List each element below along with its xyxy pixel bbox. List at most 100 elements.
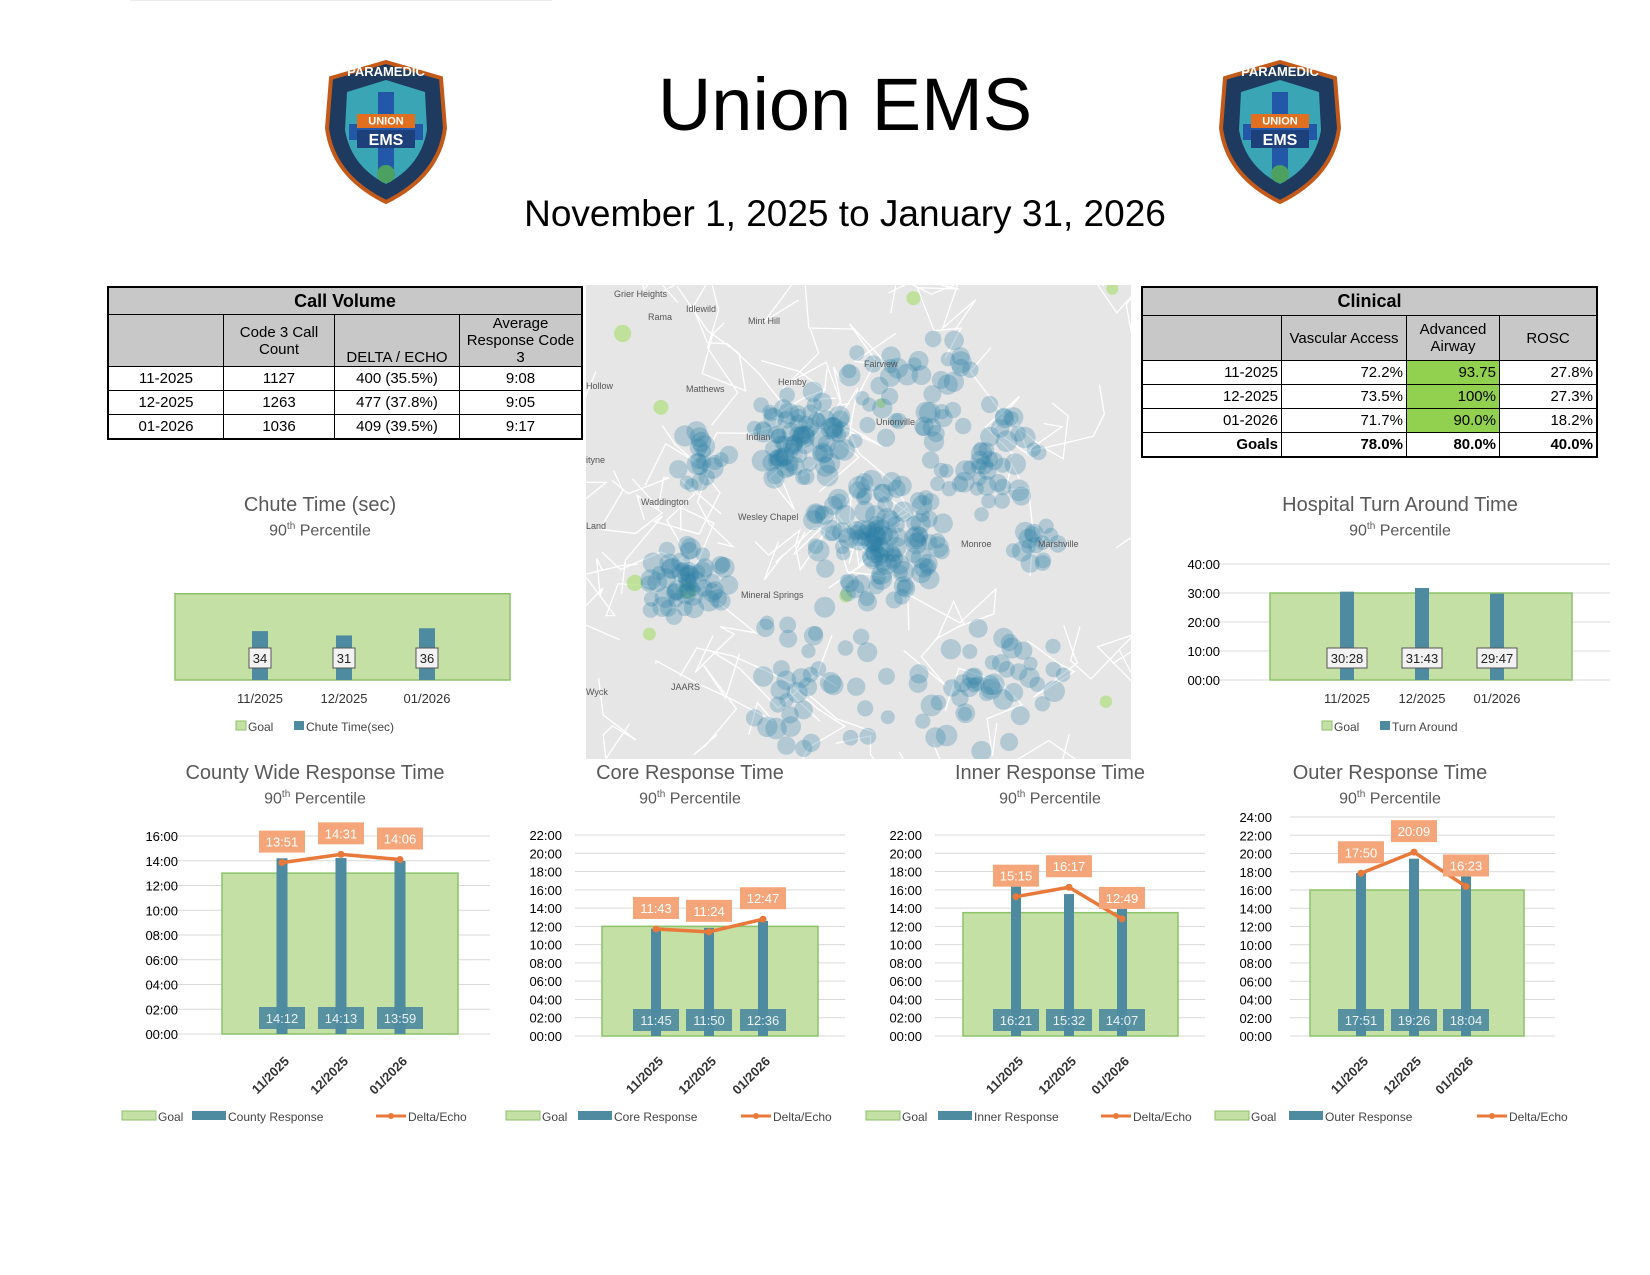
table-cell: 78.0% [1281, 432, 1407, 458]
map-call-dot [794, 700, 813, 720]
map-call-dot [769, 696, 786, 713]
y-tick-label: 20:00 [889, 846, 922, 861]
map-call-dot [763, 407, 784, 429]
map-call-dot [839, 574, 854, 589]
column-header [1141, 315, 1282, 361]
map-call-dot [759, 615, 775, 630]
map-call-dot [1023, 656, 1038, 671]
y-tick-label: 06:00 [889, 974, 922, 989]
legend-swatch [865, 1110, 901, 1121]
y-tick-label: 10:00 [1187, 644, 1220, 659]
page-subtitle: November 1, 2025 to January 31, 2026 [524, 193, 1166, 234]
call-density-map: Grier Heights Rama Idlewild Mint Hill Fairvi… [586, 285, 1131, 759]
map-call-dot [935, 724, 958, 747]
map-call-dot [921, 451, 940, 469]
map-call-dot [888, 413, 904, 428]
x-category-label: 11/2025 [1328, 1054, 1371, 1097]
data-label: 17:51 [1345, 1013, 1378, 1028]
map-call-dot [847, 677, 866, 696]
map-call-dot [803, 510, 823, 531]
map-call-dot [941, 481, 957, 497]
y-tick-label: 04:00 [1239, 993, 1272, 1008]
map-call-dot [981, 493, 996, 509]
y-tick-label: 16:00 [889, 883, 922, 898]
map-call-dot [849, 481, 867, 500]
map-call-dot [815, 444, 834, 463]
data-bar [651, 928, 661, 1036]
map-place-label: ityne [586, 455, 605, 465]
map-call-dot [762, 404, 778, 420]
legend-swatch [505, 1110, 541, 1121]
chart-3: 00:00 02:00 04:00 06:00 08:00 10:00 12:00 14:00… [121, 822, 490, 1124]
map-call-dot [855, 391, 870, 406]
map-call-dot [1049, 535, 1067, 553]
map-road [598, 470, 664, 535]
chart-1: 020406080 34 31 36 11/2025 12/2025 01/2026 Goal… [105, 0, 552, 734]
map-call-dot [890, 412, 907, 430]
map-call-dot [807, 504, 826, 523]
map-call-dot [998, 661, 1015, 678]
y-tick-label: 18:00 [1239, 865, 1272, 880]
map-call-dot [807, 538, 824, 554]
y-tick-label: 06:00 [145, 953, 178, 968]
line-label: 13:51 [266, 835, 299, 850]
data-bar [1409, 858, 1419, 1036]
map-call-dot [765, 717, 787, 740]
map-call-dot [866, 522, 881, 537]
map-road [832, 387, 913, 530]
map-call-dot [870, 546, 889, 566]
y-tick-label: 20 [105, 0, 119, 3]
map-road [804, 285, 854, 330]
line-label-box [377, 827, 423, 850]
map-call-dot [779, 387, 795, 403]
map-call-dot [835, 539, 850, 555]
y-tick-label: 40:00 [1187, 557, 1220, 572]
map-road [676, 286, 747, 392]
map-road [836, 515, 893, 569]
map-call-dot [1000, 633, 1019, 652]
line-label-box [1099, 886, 1145, 909]
map-road [944, 667, 1024, 757]
map-call-dot [985, 452, 1004, 471]
table-cell: 01-2026 [1141, 408, 1282, 433]
map-call-dot [918, 401, 941, 424]
map-call-dot [984, 655, 1000, 670]
map-call-dot [779, 629, 798, 648]
map-call-dot [856, 487, 873, 504]
map-call-dot [680, 564, 699, 584]
map-call-dot [767, 425, 786, 444]
map-call-dot [785, 456, 805, 476]
map-call-dot [881, 346, 901, 366]
map-call-dot [914, 416, 934, 436]
map-call-dot [845, 579, 865, 599]
map-place-label: Rama [648, 312, 672, 322]
map-call-dot [915, 401, 937, 423]
map-call-dot [811, 412, 826, 428]
map-call-dot [870, 568, 893, 590]
data-label-box [1338, 1009, 1384, 1031]
map-call-dot [918, 553, 938, 574]
map-call-dot [896, 579, 912, 594]
x-category-label: 01/2026 [1474, 691, 1521, 706]
map-road [663, 285, 739, 426]
map-call-dot [823, 674, 844, 696]
map-place-label: Mint Hill [748, 316, 780, 326]
map-call-dot [702, 583, 722, 603]
map-call-dot [1045, 661, 1062, 678]
data-label-box [686, 1009, 732, 1031]
map-call-dot [671, 563, 691, 583]
map-call-dot [698, 590, 720, 612]
map-call-dot [791, 446, 808, 463]
chart-subtitle: 90th Percentile [264, 789, 366, 808]
chart-title: Outer Response Time [1292, 762, 1488, 784]
map-call-dot [675, 584, 696, 605]
line-label-box [686, 899, 732, 922]
map-call-dot [923, 431, 945, 452]
map-call-dot [855, 473, 874, 492]
table-cell: 11-2025 [1141, 360, 1282, 385]
map-call-dot [911, 526, 929, 544]
map-call-dot [795, 470, 811, 485]
y-tick-label: 14:00 [529, 901, 562, 916]
data-label-box [377, 1007, 423, 1029]
map-call-dot [820, 417, 843, 440]
